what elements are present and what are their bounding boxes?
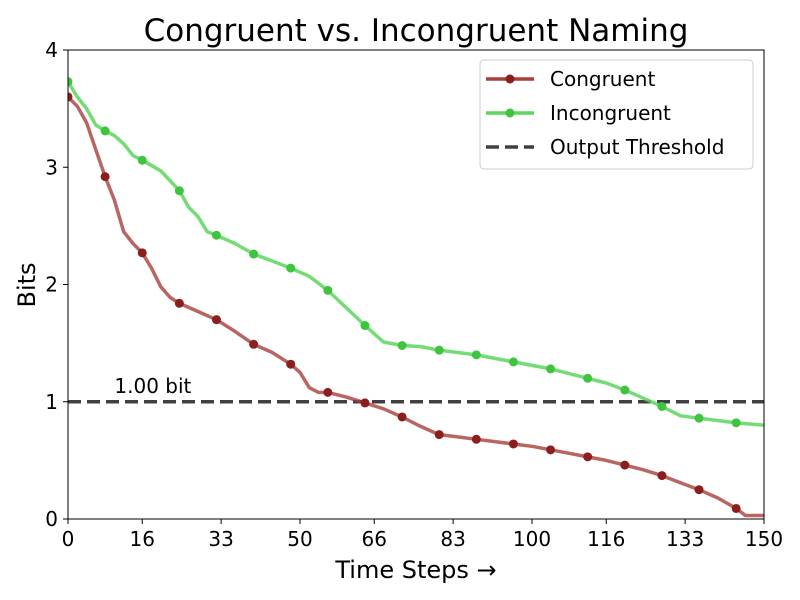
data-point-congruent: [397, 412, 407, 422]
chart-title: Congruent vs. Incongruent Naming: [144, 13, 689, 49]
data-point-incongruent: [471, 350, 481, 360]
legend-label-congruent: Congruent: [550, 67, 655, 91]
y-tick-label: 3: [45, 155, 58, 179]
data-point-congruent: [137, 248, 147, 258]
data-point-congruent: [211, 315, 221, 325]
data-point-congruent: [434, 430, 444, 440]
data-point-incongruent: [657, 401, 667, 411]
x-tick-label: 133: [666, 527, 704, 551]
legend-marker-congruent: [505, 74, 515, 84]
x-tick-label: 33: [208, 527, 233, 551]
data-point-congruent: [323, 387, 333, 397]
plot-area: 1.00 bit: [68, 77, 764, 518]
data-point-incongruent: [249, 249, 259, 259]
data-point-incongruent: [434, 345, 444, 355]
data-point-congruent: [546, 445, 556, 455]
x-tick-label: 50: [287, 527, 312, 551]
data-point-incongruent: [694, 413, 704, 423]
data-point-congruent: [68, 92, 73, 102]
data-point-incongruent: [286, 263, 296, 273]
data-point-congruent: [508, 439, 518, 449]
axes: 0 16 33 50 66 83 100 116 133 150 0 1 2 3 4: [45, 38, 783, 551]
legend-label-incongruent: Incongruent: [550, 101, 671, 125]
y-tick-label: 2: [45, 273, 58, 297]
data-point-incongruent: [174, 186, 184, 196]
data-point-congruent: [583, 452, 593, 462]
data-point-incongruent: [397, 340, 407, 350]
legend-box: [479, 59, 754, 170]
x-tick-label: 16: [130, 527, 155, 551]
data-point-incongruent: [620, 385, 630, 395]
data-point-incongruent: [360, 321, 370, 331]
data-point-incongruent: [583, 373, 593, 383]
legend-marker-incongruent: [505, 108, 515, 118]
data-point-incongruent: [546, 364, 556, 374]
y-tick-label: 4: [45, 38, 58, 62]
data-point-congruent: [694, 485, 704, 495]
x-tick-label: 116: [587, 527, 625, 551]
x-tick-label: 150: [745, 527, 783, 551]
plot-clipped-group: [68, 77, 764, 518]
y-tick-label: 0: [45, 507, 58, 531]
data-point-incongruent: [137, 155, 147, 165]
x-tick-label: 0: [62, 527, 75, 551]
x-tick-label: 83: [440, 527, 465, 551]
x-axis-label: Time Steps →: [334, 556, 496, 584]
data-point-congruent: [620, 460, 630, 470]
data-point-incongruent: [508, 357, 518, 367]
data-point-congruent: [249, 339, 259, 349]
data-point-congruent: [286, 359, 296, 369]
data-point-congruent: [174, 298, 184, 308]
y-axis-label: Bits: [13, 262, 41, 307]
data-point-congruent: [471, 434, 481, 444]
threshold-label: 1.00 bit: [114, 374, 191, 398]
data-point-incongruent: [68, 77, 73, 87]
data-point-incongruent: [100, 126, 110, 136]
legend-label-threshold: Output Threshold: [550, 135, 724, 159]
data-point-congruent: [100, 172, 110, 182]
data-point-incongruent: [211, 230, 221, 240]
data-point-incongruent: [323, 285, 333, 295]
x-tick-label: 100: [513, 527, 551, 551]
data-point-congruent: [360, 398, 370, 408]
legend: Congruent Incongruent Output Threshold: [479, 59, 754, 170]
x-tick-label: 66: [362, 527, 387, 551]
y-tick-label: 1: [45, 390, 58, 414]
data-point-incongruent: [731, 418, 741, 428]
data-point-congruent: [657, 471, 667, 481]
data-point-congruent: [731, 503, 741, 513]
